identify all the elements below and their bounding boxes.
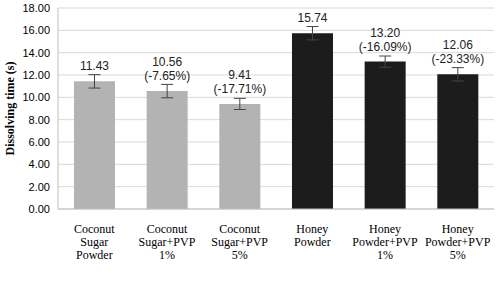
- svg-text:12.00: 12.00: [22, 69, 50, 81]
- svg-text:18.00: 18.00: [22, 2, 50, 14]
- svg-text:2.00: 2.00: [29, 181, 50, 193]
- svg-text:HoneyPowder+PVP5%: HoneyPowder+PVP5%: [425, 222, 491, 262]
- svg-text:Dissolving time (s): Dissolving time (s): [3, 62, 17, 156]
- svg-text:15.74: 15.74: [297, 11, 327, 25]
- svg-text:CoconutSugarPowder: CoconutSugarPowder: [74, 222, 115, 262]
- svg-text:0.00: 0.00: [29, 203, 50, 215]
- svg-text:10.56(-7.65%): 10.56(-7.65%): [144, 55, 190, 83]
- svg-text:14.00: 14.00: [22, 47, 50, 59]
- svg-text:4.00: 4.00: [29, 158, 50, 170]
- svg-text:8.00: 8.00: [29, 114, 50, 126]
- svg-text:16.00: 16.00: [22, 24, 50, 36]
- svg-text:9.41(-17.71%): 9.41(-17.71%): [213, 68, 266, 96]
- svg-text:11.43: 11.43: [80, 59, 109, 73]
- svg-text:HoneyPowder+PVP1%: HoneyPowder+PVP1%: [352, 222, 418, 262]
- svg-text:10.00: 10.00: [22, 91, 50, 103]
- svg-text:CoconutSugar+PVP1%: CoconutSugar+PVP1%: [139, 222, 196, 262]
- svg-text:12.06(-23.33%): 12.06(-23.33%): [431, 38, 484, 66]
- svg-text:CoconutSugar+PVP5%: CoconutSugar+PVP5%: [211, 222, 268, 262]
- svg-text:13.20(-16.09%): 13.20(-16.09%): [359, 26, 412, 54]
- svg-text:HoneyPowder: HoneyPowder: [294, 222, 331, 249]
- svg-text:6.00: 6.00: [29, 136, 50, 148]
